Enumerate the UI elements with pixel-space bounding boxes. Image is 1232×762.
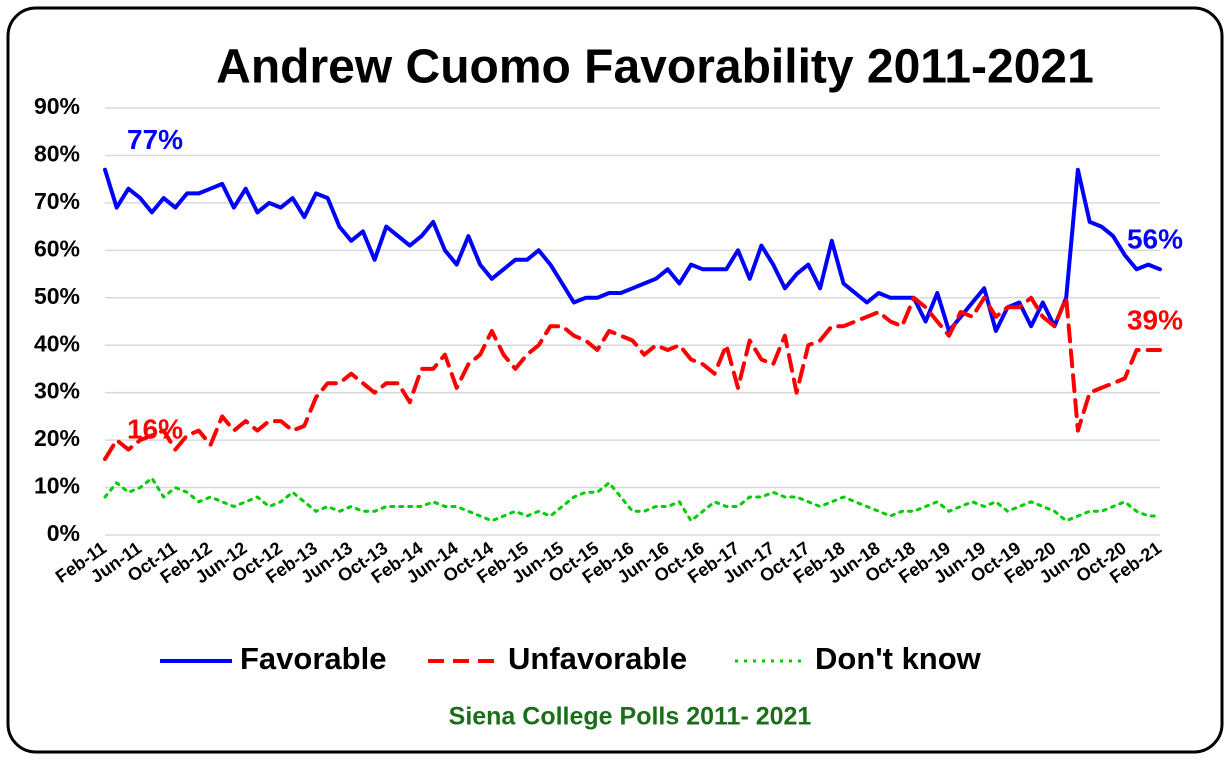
series-line (103, 295, 1162, 462)
chart-title: Andrew Cuomo Favorability 2011-2021 (216, 41, 1094, 94)
y-tick-label: 50% (34, 283, 80, 309)
frame (6, 6, 1224, 754)
y-tick-label: 0% (47, 520, 80, 546)
y-tick-label: 80% (34, 141, 80, 167)
data-label: 56% (1127, 224, 1183, 255)
footer: Siena College Polls 2011- 2021 (449, 703, 812, 731)
y-tick-label: 60% (34, 235, 80, 261)
y-tick-label: 40% (34, 330, 80, 356)
y-tick-label: 30% (34, 378, 80, 404)
legend-label: Favorable (240, 641, 386, 676)
y-tick-label: 10% (34, 473, 80, 499)
legend-label: Don't know (815, 641, 982, 676)
series-line (103, 167, 1162, 333)
legend-label: Unfavorable (508, 641, 687, 676)
y-tick-label: 90% (34, 93, 80, 119)
series-line (103, 476, 1162, 523)
data-label: 39% (1127, 304, 1183, 335)
data-label: 16% (127, 413, 183, 444)
data-label: 77% (127, 124, 183, 155)
y-tick-label: 70% (34, 188, 80, 214)
y-tick-label: 20% (34, 425, 80, 451)
